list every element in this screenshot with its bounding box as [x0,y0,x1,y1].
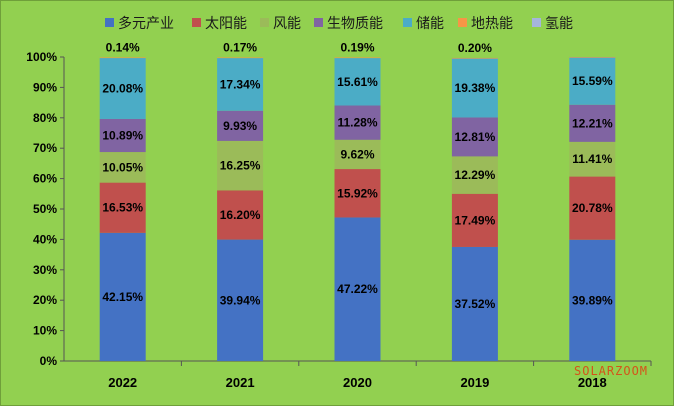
data-label: 15.61% [337,75,378,89]
x-category-label: 2018 [578,375,607,390]
bar-segment [334,217,381,361]
data-label: 11.41% [572,152,612,166]
bar-segment [99,57,146,59]
data-label: 39.94% [220,293,261,307]
bar-segment [451,193,498,247]
bar-segment [217,57,264,59]
y-tick-label: 40% [33,232,57,246]
legend-label: 风能 [273,16,301,32]
x-category-label: 2021 [226,375,255,390]
legend-swatch [314,18,323,27]
legend-label: 多元产业 [118,15,174,32]
legend-label: 地热能 [471,16,513,32]
bar-segment [451,117,498,157]
data-label: 10.89% [102,129,143,143]
bar-segment [569,141,616,177]
data-label: 9.93% [223,119,257,133]
y-tick-label: 90% [33,80,57,94]
bar-segment [451,246,498,361]
axes: 0% 10% 20% 30% 40% 50% 60% 70% 80% 90% 100% 2022 202… [26,50,652,390]
data-label: 12.81% [455,130,496,144]
data-label: 16.25% [220,159,261,173]
data-label: 39.89% [572,293,613,307]
bar-segment [334,139,381,170]
data-label: 15.92% [337,186,378,200]
data-label: 11.28% [337,116,377,130]
legend-label: 太阳能 [205,16,247,32]
bar-segment [569,57,616,58]
bar-segment [217,58,264,111]
bar-segment [99,232,146,361]
bar-segment [451,156,498,194]
bar-segment [569,104,616,142]
x-category-label: 2020 [343,375,372,390]
data-label: 20.08% [102,81,143,95]
bar-segment [99,152,146,183]
x-category-label: 2022 [108,375,137,390]
data-label: 47.22% [337,282,378,296]
y-tick-label: 10% [33,324,57,338]
bar-segment [334,169,381,218]
data-label: 12.29% [455,168,496,182]
data-label: 16.53% [102,201,143,215]
x-category-label: 2019 [460,375,489,390]
data-label: 0.19% [340,40,374,54]
y-tick-label: 100% [26,50,57,64]
bar-segment [334,57,381,59]
bar-segment [217,190,264,240]
data-label: 10.05% [102,160,143,174]
legend-label: 生物质能 [327,16,383,32]
legend-label: 储能 [416,16,444,32]
y-tick-label: 60% [33,172,57,186]
y-tick-label: 30% [33,263,57,277]
data-label: 15.59% [572,74,613,88]
legend-swatch [105,18,114,27]
y-tick-label: 0% [40,354,58,368]
data-labels: 42.15% 16.53% 10.05% 10.89% 20.08% 0.14% 39.94… [102,40,613,310]
data-label: 0.14% [106,40,140,54]
bar-segment [334,58,381,106]
data-label: 9.62% [340,147,374,161]
bar-segment [451,58,498,118]
bar-segment [99,182,146,233]
y-tick-label: 20% [33,293,57,307]
data-label: 42.15% [102,290,143,304]
bars [99,57,616,361]
watermark: SOLARZOOM [574,364,648,378]
legend-label: 氢能 [545,16,573,32]
data-label: 16.20% [220,208,261,222]
bar-segment [217,110,264,141]
data-label: 0.17% [223,41,257,55]
legend-swatch [458,18,467,27]
legend-swatch [260,18,269,27]
data-label: 20.78% [572,201,613,215]
data-label: 17.49% [455,213,496,227]
legend: 多元产业 太阳能 风能 生物质能 储能 地热能 氢能 [105,15,573,32]
data-label: 37.52% [455,297,496,311]
bar-segment [334,105,381,140]
legend-swatch [192,18,201,27]
bar-segment [99,118,146,153]
bar-segment [569,176,616,240]
y-tick-label: 50% [33,202,57,216]
data-label: 17.34% [220,77,261,91]
bar-segment [569,239,616,361]
data-label: 0.20% [458,41,492,55]
legend-swatch [532,18,541,27]
data-label: 19.38% [455,81,496,95]
bar-segment [451,57,498,59]
legend-swatch [403,18,412,27]
bar-segment [217,140,264,191]
y-tick-label: 70% [33,141,57,155]
bar-segment [569,57,616,105]
data-label: 12.21% [572,116,613,130]
y-tick-label: 80% [33,111,57,125]
bar-segment [217,239,264,361]
bar-segment [99,57,146,119]
